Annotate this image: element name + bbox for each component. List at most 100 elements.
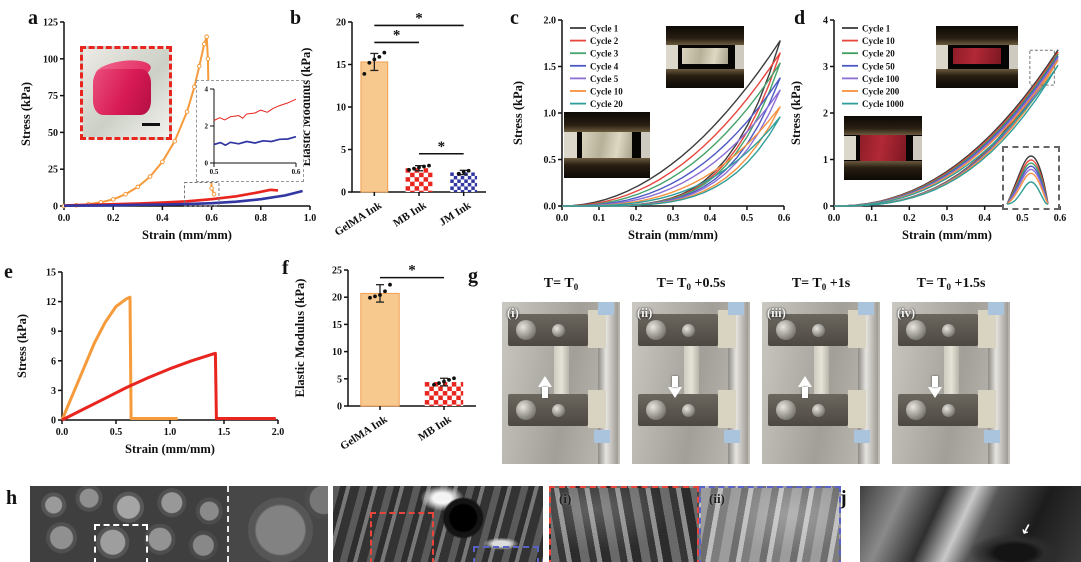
bolt-icon (646, 320, 666, 340)
sem-image-j: ↓ (860, 486, 1081, 562)
arrow-stem (672, 376, 678, 387)
gel-sample (582, 131, 632, 159)
press-plate (666, 26, 744, 45)
upper-grip (638, 314, 718, 346)
frame-time-text: T= T (656, 276, 687, 291)
y-tick-label: 0.5 (544, 155, 557, 166)
y-axis-title: Stress (kPa) (511, 81, 525, 145)
arrow-head (668, 387, 682, 398)
x-tick-label: 0.1 (593, 213, 606, 224)
tensile-test-photo: (i) (502, 302, 620, 464)
upper-grip (508, 314, 588, 346)
backlight (666, 45, 678, 69)
x-tick-label: 0.8 (255, 213, 267, 224)
sem-i-magnified-red: (i) (549, 486, 699, 562)
backlight (735, 45, 744, 69)
data-dot (466, 168, 471, 173)
x-tick-label: 0.0 (556, 213, 569, 224)
frame-tag: (iii) (767, 306, 786, 320)
y-tick-label: 2 (823, 109, 828, 120)
zoom-region-box (184, 181, 220, 207)
y-tick-label: 12 (46, 297, 56, 308)
gel-sample (860, 135, 906, 161)
frame-time-text: +0.5s (690, 276, 726, 291)
sem-i-red-zoom-box (370, 512, 434, 562)
data-dot (456, 171, 461, 176)
legend-label: Cycle 200 (862, 87, 900, 97)
y-tick-label: 0 (51, 416, 56, 427)
y-tick-label: 9 (51, 327, 56, 338)
peak-curve (1006, 172, 1049, 205)
elastic-modulus-chart-f: 0 5 10 15 20 25 Elastic Modulus (kPa) GelMA Ink… (290, 254, 488, 468)
bolt-icon (682, 324, 695, 337)
frame-time-label: T= T0 +1.5s (892, 276, 1010, 292)
blue-tape (854, 430, 870, 443)
legend-label: Cycle 10 (862, 36, 895, 46)
frame-time-text: T= T (916, 276, 947, 291)
grip-bracket (848, 390, 866, 428)
chart-c-canvas: 0.0 0.1 0.2 0.3 0.4 0.5 0.6 0.0 0.5 1.0 1.5 2.0 Stra… (511, 16, 790, 243)
backlight (913, 135, 922, 161)
zoom-region-box (1029, 49, 1055, 86)
x-tick-label: 0.5 (1016, 213, 1029, 224)
bolt-icon (812, 324, 825, 337)
sem-h-magnified-region (229, 486, 328, 562)
backlight (1008, 45, 1018, 69)
bolt-icon (516, 320, 536, 340)
y-tick-label: 0 (205, 160, 209, 168)
bar-category-label: MB Ink (391, 199, 429, 230)
legend-label: Cycle 20 (590, 99, 623, 109)
bar-category-label: MB Ink (416, 413, 454, 444)
series-line (63, 189, 303, 207)
tensile-test-photo: (iv) (892, 302, 1010, 464)
frame-time-text: +1s (826, 276, 851, 291)
sem-inset-tag: (i) (559, 491, 572, 506)
frame-tag: (i) (507, 306, 519, 320)
significance-star: * (408, 263, 416, 279)
loop-curve (562, 116, 781, 207)
frame-time-text: 0 (946, 282, 951, 292)
legend-label: Cycle 1000 (862, 99, 904, 109)
blue-tape (984, 430, 1000, 443)
arrow-head (928, 387, 942, 398)
x-tick-label: 0.0 (58, 213, 71, 224)
data-dot (452, 376, 456, 381)
frame-time-text: T= T (791, 276, 822, 291)
legend-label: Cycle 100 (862, 74, 900, 84)
tensile-test-photo: (iii) (762, 302, 880, 464)
arrow-down-icon (668, 376, 682, 398)
sem-h-divider (227, 486, 229, 562)
press-plate (564, 158, 650, 178)
y-tick-label: 0 (53, 202, 58, 213)
gel-sample (953, 48, 1001, 65)
bar-category-label: GelMA Ink (333, 199, 385, 239)
x-axis-title: Strain (mm/mm) (142, 228, 232, 242)
scale-bar (142, 123, 160, 126)
chart-d-peaks-inset (1002, 146, 1060, 210)
grip-bracket (588, 310, 606, 348)
press-plate (564, 112, 650, 132)
x-tick-label: 1.0 (304, 213, 317, 224)
y-tick-label: 0 (337, 402, 342, 413)
bolt-icon (646, 400, 666, 420)
x-axis-title: Strain (mm/mm) (902, 228, 992, 242)
axis-line (213, 89, 296, 164)
panel-h-label: h (6, 487, 18, 509)
data-dot (388, 282, 392, 287)
lower-grip (638, 394, 718, 426)
y-tick-label: 0 (823, 202, 828, 213)
legend-label: Cycle 1 (862, 24, 891, 34)
data-dot (362, 71, 367, 76)
series-line (213, 135, 297, 147)
gel-sample (682, 48, 728, 65)
bolt-icon (682, 404, 695, 417)
arrow-head (798, 376, 812, 387)
bolt-icon (906, 400, 926, 420)
series-line (61, 351, 276, 422)
x-tick-label: 2.0 (272, 427, 285, 438)
y-tick-label: 15 (46, 268, 56, 279)
cyclic-loops-chart-c: 0.0 0.1 0.2 0.3 0.4 0.5 0.6 0.0 0.5 1.0 1.5 2.0 Stra… (510, 8, 798, 252)
stress-strain-chart-a: 0.0 0.2 0.4 0.6 0.8 1.0 0 25 50 75 100 125 Strain (m… (18, 8, 340, 254)
arrow-up-icon (798, 376, 812, 398)
press-plate (666, 69, 744, 88)
